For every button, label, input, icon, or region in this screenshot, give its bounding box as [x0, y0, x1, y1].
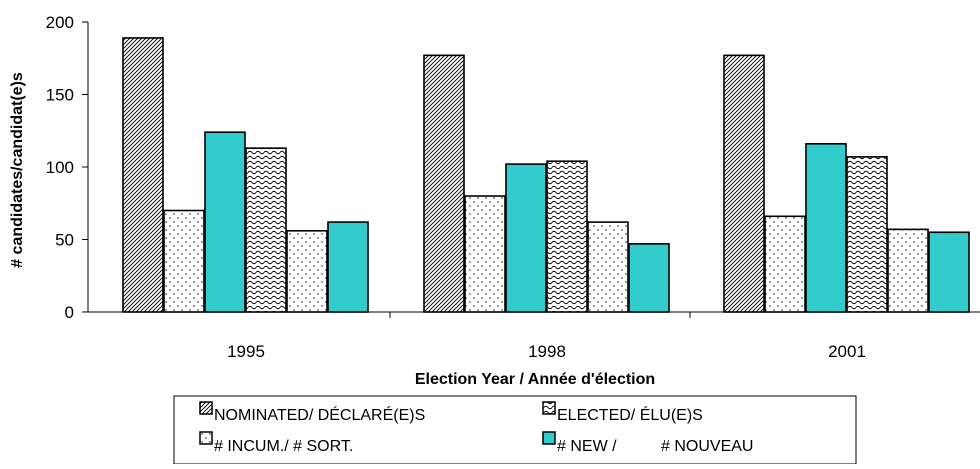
legend-swatch-3 — [199, 431, 213, 445]
bar-1998-series-3 — [505, 163, 547, 313]
legend-swatch-1 — [199, 401, 213, 415]
bar-1998-series-6 — [628, 243, 670, 313]
bar-1995-series-1 — [122, 37, 164, 313]
x-tick-label: 1995 — [227, 342, 265, 361]
bar-1998-series-2 — [464, 195, 506, 313]
bar-1995-series-6 — [327, 221, 369, 313]
legend-swatch-2 — [542, 401, 556, 415]
y-tick-label: 0 — [65, 303, 74, 322]
y-axis-title: # candidates/candidat(e)s — [9, 72, 26, 268]
bar-1995-series-5 — [286, 230, 328, 313]
x-axis-title: Election Year / Année d'élection — [415, 371, 655, 388]
bar-1995-series-2 — [163, 209, 205, 313]
bar-1995-series-3 — [204, 131, 246, 313]
y-tick-label: 100 — [46, 158, 74, 177]
bar-2001-series-6 — [928, 231, 970, 313]
bar-2001-series-3 — [805, 143, 847, 313]
legend-label-4: # NEW / # NOUVEAU — [557, 438, 753, 455]
legend-swatch-4 — [542, 431, 556, 445]
bar-1998-series-5 — [587, 221, 629, 313]
bar-2001-series-1 — [723, 54, 765, 313]
legend-box — [173, 395, 857, 465]
y-tick-label: 200 — [46, 13, 74, 32]
bar-1998-series-4 — [546, 160, 588, 313]
y-tick-label: 50 — [55, 231, 74, 250]
x-tick-label: 1998 — [528, 342, 566, 361]
legend-label-1: NOMINATED/ DÉCLARÉ(E)S — [214, 405, 425, 424]
x-tick-label: 2001 — [828, 342, 866, 361]
bar-2001-series-5 — [887, 228, 929, 313]
plot-area: 0 50 100 150 200 1995 1998 2001 — [46, 13, 980, 361]
legend-label-3: # INCUM./ # SORT. — [214, 438, 353, 455]
y-tick-label: 150 — [46, 86, 74, 105]
legend: NOMINATED/ DÉCLARÉ(E)S ELECTED/ ÉLU(E)S # … — [173, 395, 857, 465]
bar-1998-series-1 — [423, 54, 465, 313]
legend-label-2: ELECTED/ ÉLU(E)S — [557, 405, 703, 424]
bar-1995-series-4 — [245, 147, 287, 313]
bar-2001-series-2 — [764, 215, 806, 313]
bar-2001-series-4 — [846, 156, 888, 313]
